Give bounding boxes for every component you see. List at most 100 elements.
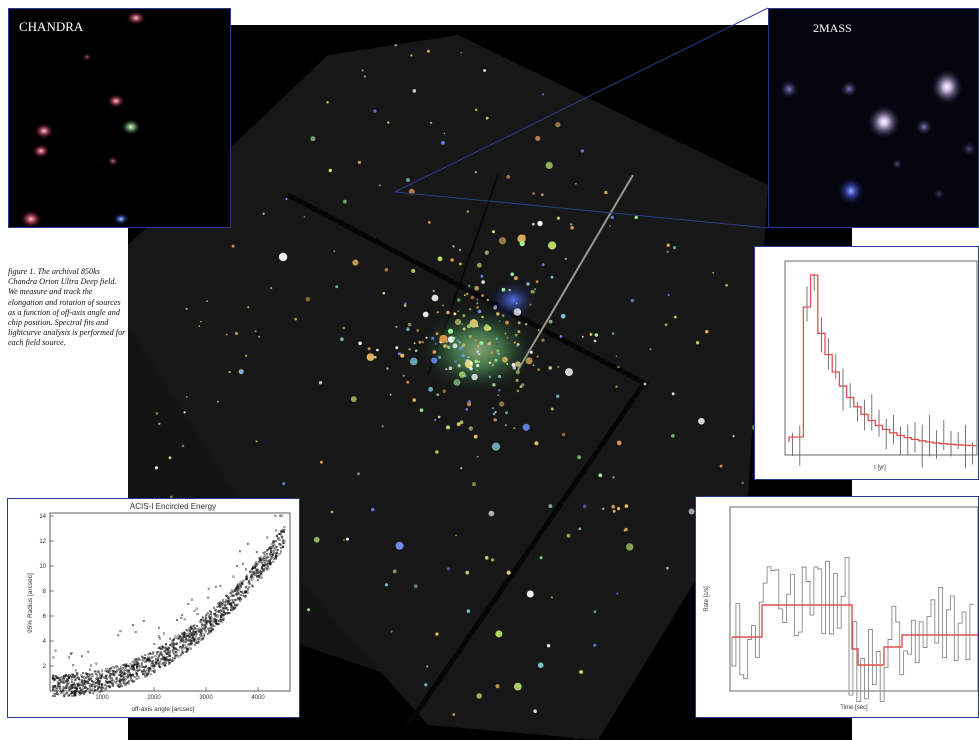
ee-point — [225, 599, 227, 602]
ee-point — [179, 641, 182, 644]
ee-point — [133, 669, 136, 671]
ee-point — [270, 543, 273, 546]
x-ray-source — [464, 294, 466, 296]
ee-point — [117, 634, 120, 637]
ee-point — [91, 684, 94, 687]
x-ray-source — [481, 280, 485, 284]
x-ray-source — [477, 345, 479, 348]
ee-point — [137, 663, 140, 666]
ee-ylabel: 95% Radius [arcsec] — [27, 573, 34, 633]
ee-point — [52, 678, 55, 680]
ee-point — [129, 677, 132, 679]
ee-point — [275, 535, 278, 537]
lc1-xlabel: t [yr] — [874, 465, 886, 471]
ee-point — [119, 666, 122, 669]
x-ray-source — [441, 141, 445, 145]
ee-point — [116, 683, 119, 686]
ee-point — [196, 613, 199, 615]
x-ray-source — [498, 237, 507, 245]
ee-point — [83, 690, 86, 693]
ee-point — [221, 601, 224, 604]
ee-point — [97, 684, 100, 687]
ee-point — [219, 605, 221, 608]
x-ray-source — [476, 302, 479, 305]
ee-point — [169, 658, 171, 661]
x-ray-source — [617, 507, 621, 511]
x-ray-source — [517, 321, 521, 325]
x-ray-source — [492, 383, 496, 387]
x-ray-source — [432, 350, 437, 354]
ee-point — [93, 689, 96, 692]
ee-point — [132, 668, 135, 670]
ee-point — [119, 630, 122, 633]
ee-point — [240, 591, 243, 594]
ee-point — [190, 627, 193, 630]
ee-point — [237, 583, 240, 586]
ee-point — [61, 680, 63, 683]
ee-point — [274, 514, 277, 517]
x-ray-source — [428, 221, 431, 224]
x-ray-source — [545, 161, 553, 169]
x-ray-source — [671, 434, 675, 438]
chip-gap — [286, 192, 650, 388]
ee-point — [82, 672, 84, 674]
x-ray-source — [505, 411, 508, 415]
ee-point — [223, 601, 226, 604]
ee-point — [184, 641, 187, 643]
ee-point — [256, 575, 259, 578]
x-ray-source — [429, 121, 433, 125]
x-ray-source — [533, 709, 537, 713]
ee-point — [272, 545, 274, 547]
x-ray-source — [579, 670, 583, 674]
ee-point — [60, 676, 63, 679]
x-ray-source — [363, 75, 367, 78]
ee-point — [272, 557, 275, 560]
ee-point — [70, 693, 72, 695]
ee-point — [63, 693, 66, 696]
x-ray-source — [494, 411, 497, 413]
x-ray-source — [460, 51, 463, 54]
x-ray-source — [561, 432, 566, 437]
ee-point — [209, 621, 211, 624]
ee-point — [143, 666, 146, 669]
ee-point — [260, 559, 263, 562]
ee-point — [163, 656, 166, 658]
ee-point — [100, 674, 103, 677]
ee-point — [191, 636, 194, 639]
ee-point — [54, 689, 57, 692]
ee-point — [270, 549, 272, 552]
x-ray-source — [501, 287, 506, 292]
ee-point — [272, 550, 275, 553]
ee-point — [69, 688, 72, 690]
ee-point — [221, 612, 223, 615]
x-ray-source — [667, 293, 670, 297]
x-ray-source — [461, 353, 465, 358]
ee-point — [243, 592, 246, 595]
ee-point — [275, 546, 278, 549]
ee-point — [219, 618, 222, 621]
x-ray-source — [468, 308, 472, 311]
x-ray-source — [400, 353, 405, 358]
ee-point — [187, 644, 190, 647]
x-ray-source — [476, 369, 478, 372]
ee-point — [164, 661, 167, 664]
x-ray-source — [472, 482, 476, 487]
ee-point — [248, 586, 251, 589]
ee-point — [160, 658, 163, 661]
ee-point — [78, 693, 81, 696]
ee-point — [208, 610, 211, 613]
x-ray-source — [474, 339, 477, 342]
ee-point — [119, 668, 122, 671]
x-ray-source — [535, 135, 541, 141]
ee-point — [118, 668, 121, 671]
ee-point — [95, 677, 98, 680]
ee-point — [95, 682, 98, 685]
ee-point — [149, 673, 152, 676]
ee-point — [266, 566, 268, 569]
ee-point — [275, 552, 278, 554]
ee-point — [181, 648, 184, 651]
x-ray-source — [634, 215, 638, 220]
ee-point — [135, 672, 138, 675]
ee-point — [67, 685, 70, 688]
ee-point — [161, 663, 164, 666]
